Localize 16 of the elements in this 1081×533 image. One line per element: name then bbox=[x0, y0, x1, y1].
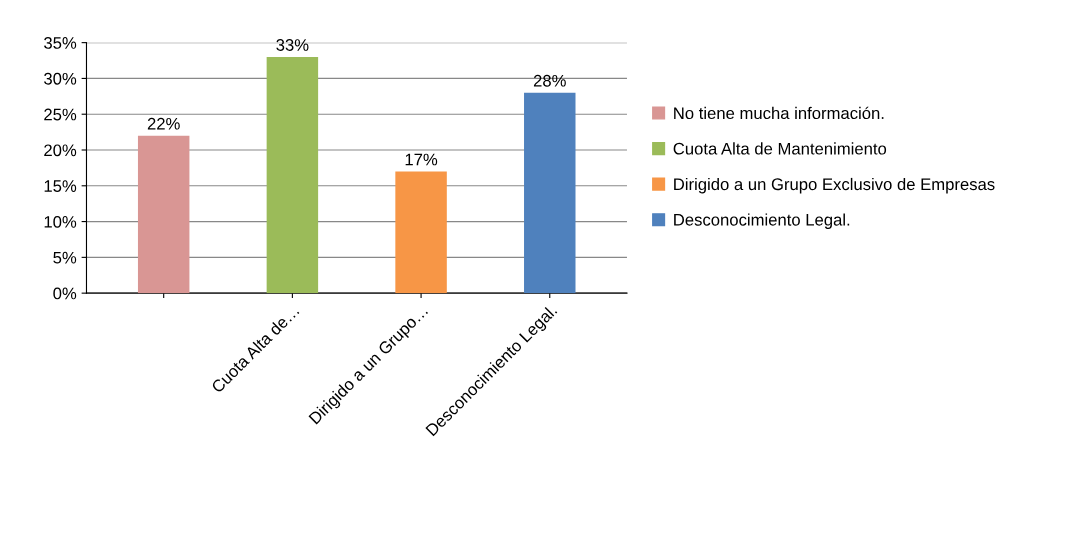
y-tick-label: 10% bbox=[44, 215, 77, 228]
data-label: 33% bbox=[276, 39, 309, 51]
y-tick-label: 25% bbox=[44, 108, 77, 121]
legend-label: Cuota Alta de Mantenimiento bbox=[673, 142, 887, 155]
y-tick-label: 30% bbox=[44, 72, 77, 85]
data-label: 22% bbox=[147, 117, 180, 130]
legend-label: Dirigido a un Grupo Exclusivo de Empresas bbox=[674, 177, 995, 194]
data-label: 28% bbox=[533, 74, 566, 87]
legend-label: Desconocimiento Legal. bbox=[674, 213, 850, 229]
y-tick-label: 20% bbox=[44, 144, 77, 157]
y-tick-label: 0% bbox=[53, 287, 77, 300]
legend-label: No tiene mucha información. bbox=[674, 106, 884, 120]
data-label: 17% bbox=[405, 153, 438, 166]
y-tick-label: 15% bbox=[44, 180, 77, 192]
y-tick-label: 35% bbox=[44, 37, 77, 49]
y-tick-label: 5% bbox=[53, 251, 77, 264]
